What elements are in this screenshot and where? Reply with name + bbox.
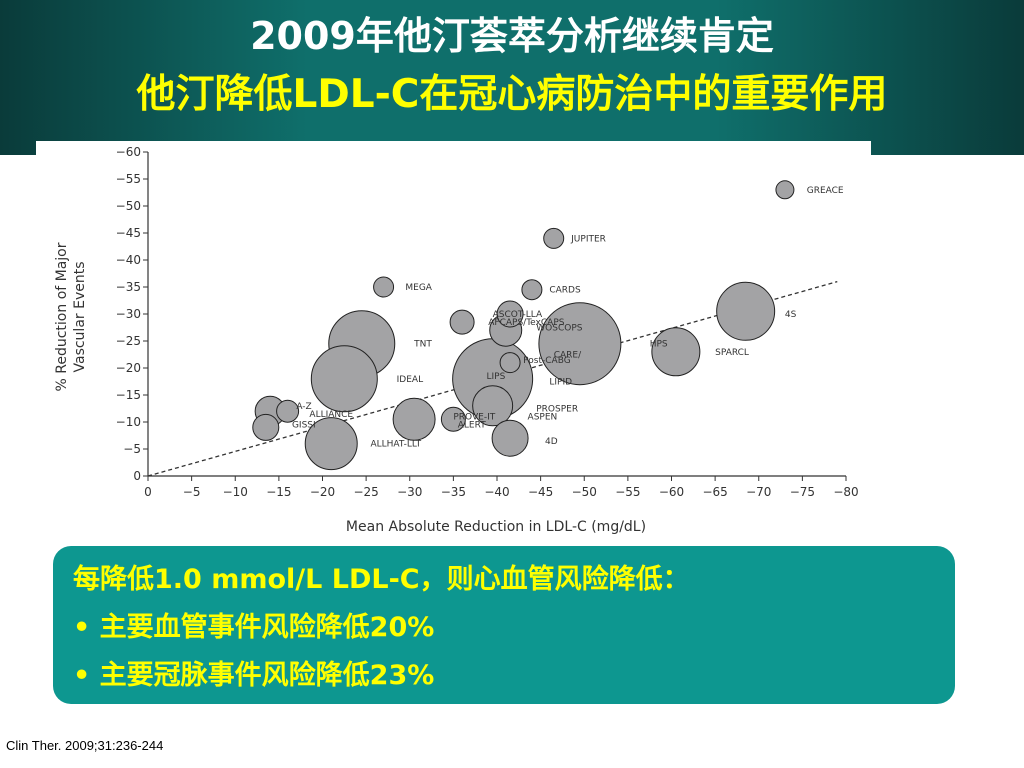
- trial-label: MEGA: [405, 283, 432, 293]
- y-tick-label: −30: [116, 307, 141, 321]
- trial-bubble: [373, 276, 395, 298]
- citation: Clin Ther. 2009;31:236-244: [6, 738, 164, 753]
- trial-label: JUPITER: [570, 234, 606, 244]
- trial-label: IDEAL: [397, 375, 423, 385]
- x-tick-label: −55: [615, 485, 640, 499]
- x-tick-label: −80: [833, 485, 858, 499]
- trial-bubble: [543, 227, 565, 249]
- y-tick-label: −10: [116, 415, 141, 429]
- trial-label: SPARCL: [715, 348, 749, 358]
- x-tick-label: −45: [528, 485, 553, 499]
- y-tick-label: −60: [116, 145, 141, 159]
- slide-subtitle: 他汀降低LDL-C在冠心病防治中的重要作用: [136, 72, 888, 117]
- trial-bubble: [276, 399, 300, 423]
- trial-label: ASPEN: [528, 413, 558, 423]
- trial-label: GREACE: [807, 186, 844, 196]
- trial-label: ALLIANCE: [309, 410, 353, 420]
- trial-bubble: [392, 397, 436, 441]
- chart-panel: 0 −5 −10 −15 −20 −25 −30 −35 −40 −45 −50 −55 −60 −65−…: [36, 141, 871, 543]
- x-tick-label: −65: [702, 485, 727, 499]
- trial-label: LIPID: [549, 378, 572, 388]
- trial-bubble: [775, 180, 795, 200]
- trial-label: AFCAPS/TexCAPS: [488, 318, 564, 328]
- trial-label: ALLHAT-LLT: [370, 440, 421, 450]
- trial-bubble: [252, 413, 280, 441]
- slide-title: 2009年他汀荟萃分析继续肯定: [250, 14, 774, 58]
- x-tick-label: −30: [397, 485, 422, 499]
- y-tick-label: −55: [116, 172, 141, 186]
- title-banner: 2009年他汀荟萃分析继续肯定 他汀降低LDL-C在冠心病防治中的重要作用: [0, 0, 1024, 155]
- x-tick-label: −20: [310, 485, 335, 499]
- y-tick-label: −35: [116, 280, 141, 294]
- y-tick-label: −15: [116, 388, 141, 402]
- trial-bubble: [496, 300, 524, 328]
- trial-label: CARDS: [549, 286, 581, 296]
- x-tick-label: −60: [659, 485, 684, 499]
- x-axis-title: Mean Absolute Reduction in LDL-C (mg/dL): [346, 519, 646, 535]
- x-tick-label: −75: [790, 485, 815, 499]
- finding-summary: 每降低1.0 mmol/L LDL-C，则心血管风险降低：: [73, 564, 690, 595]
- y-axis-title-line1: % Reduction of Major: [54, 242, 70, 391]
- trial-bubble: [716, 281, 776, 341]
- bubble-chart: 0 −5 −10 −15 −20 −25 −30 −35 −40 −45 −50 −55 −60 −65−…: [54, 145, 859, 535]
- x-tick-label: −25: [353, 485, 378, 499]
- trial-bubble: [651, 327, 701, 377]
- trial-label: LIPS: [487, 372, 506, 382]
- y-tick-label: −45: [116, 226, 141, 240]
- trial-bubble: [304, 417, 358, 471]
- trial-label: WOSCOPS: [536, 324, 582, 334]
- x-tick-label: −35: [441, 485, 466, 499]
- trial-label: 4D: [545, 437, 558, 447]
- trial-label: ASCOT-LLA: [493, 310, 543, 320]
- x-tick-label: −50: [572, 485, 597, 499]
- y-tick-label: −25: [116, 334, 141, 348]
- finding-bullet-coronary: • 主要冠脉事件风险降低23%: [73, 660, 435, 691]
- trial-bubble: [472, 385, 514, 427]
- trial-bubble: [499, 352, 521, 374]
- y-tick-label: −50: [116, 199, 141, 213]
- trial-label: GISSI: [292, 421, 316, 431]
- x-tick-label: −15: [266, 485, 291, 499]
- x-tick-label: 0: [144, 485, 152, 499]
- trial-label: PROSPER: [536, 405, 578, 415]
- trial-label: CARE/: [554, 351, 582, 361]
- key-findings-box: 每降低1.0 mmol/L LDL-C，则心血管风险降低： • 主要血管事件风险…: [53, 546, 955, 704]
- x-tick-label: −40: [484, 485, 509, 499]
- trial-label: HPS: [650, 340, 668, 350]
- trial-bubble: [449, 309, 475, 335]
- trial-bubble: [491, 419, 529, 457]
- trial-label: 4S: [785, 310, 797, 320]
- trial-bubble: [310, 345, 378, 413]
- trial-bubble: [521, 279, 543, 301]
- trial-label: PROVE-IT: [453, 413, 495, 423]
- y-tick-label: −40: [116, 253, 141, 267]
- finding-bullet-vascular: • 主要血管事件风险降低20%: [73, 612, 435, 643]
- x-tick-label: −70: [746, 485, 771, 499]
- y-tick-label: −5: [123, 442, 141, 456]
- y-axis-title-line2: Vascular Events: [72, 261, 88, 372]
- trial-label: Post-CABG: [523, 356, 571, 366]
- x-tick-label: −5: [183, 485, 201, 499]
- trial-bubble: [538, 302, 622, 386]
- y-tick-label: 0: [133, 469, 141, 483]
- trial-label: TNT: [413, 340, 432, 350]
- trial-label: ALERT: [458, 421, 486, 431]
- trial-bubble: [440, 406, 466, 432]
- trial-label: A-Z: [296, 402, 311, 412]
- x-tick-label: −10: [223, 485, 248, 499]
- y-tick-label: −20: [116, 361, 141, 375]
